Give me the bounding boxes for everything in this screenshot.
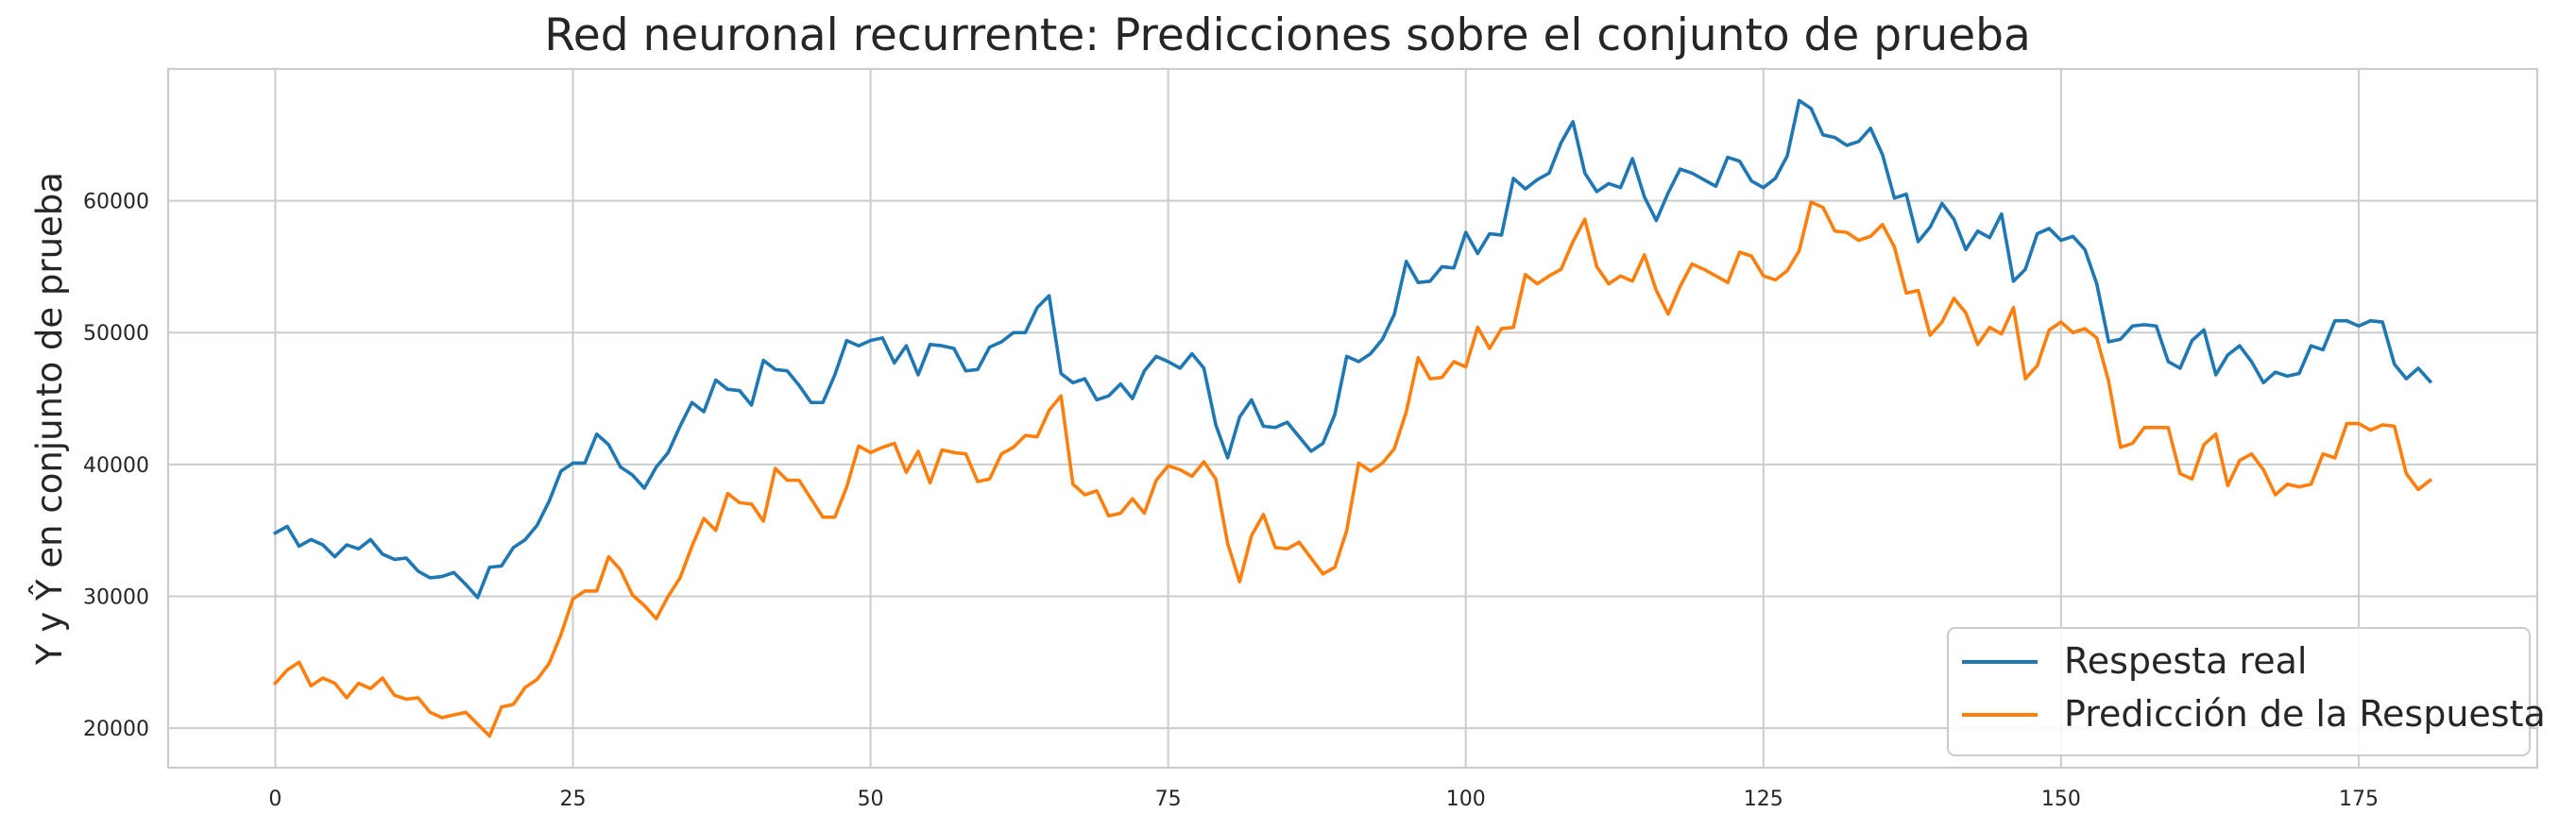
x-tick-label: 25 [560,788,587,811]
series-line-predicted-response [272,200,2433,738]
grid-lines [168,69,2537,768]
y-tick-label: 40000 [83,454,149,478]
series-lines [272,98,2433,738]
x-tick-label: 50 [858,788,884,811]
y-axis-label: Y y Ŷ en conjunto de prueba [28,172,70,666]
y-tick-label: 60000 [83,191,149,214]
y-tick-label: 30000 [83,585,149,609]
x-tick-label: 100 [1446,788,1486,811]
y-tick-label: 50000 [83,322,149,346]
legend-box [1947,627,2531,756]
x-tick-label: 150 [2041,788,2081,811]
x-tick-label: 0 [268,788,281,811]
series-line-real-response [272,98,2433,600]
tick-labels: 0 25 50 75 100 125 150 175 20000 30000 40000 50000 6… [83,191,2379,811]
chart-title: Red neuronal recurrente: Predicciones so… [544,9,2031,61]
legend-label-real: Respesta real [2064,640,2307,682]
plot-area-frame [166,67,2539,770]
legend: Respesta real Predicción de la Respuesta [1947,627,2546,756]
legend-label-prediction: Predicción de la Respuesta [2064,693,2546,735]
x-tick-label: 125 [1744,788,1783,811]
x-tick-label: 75 [1155,788,1182,811]
y-tick-label: 20000 [83,718,149,741]
x-tick-label: 175 [2339,788,2379,811]
